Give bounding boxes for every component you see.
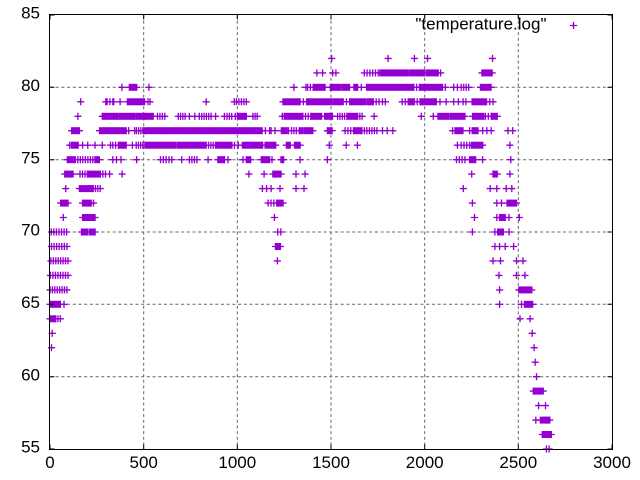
svg-text:80: 80 <box>21 76 40 95</box>
svg-text:70: 70 <box>21 221 40 240</box>
svg-text:55: 55 <box>21 438 40 457</box>
svg-text:3000: 3000 <box>593 453 631 472</box>
svg-text:2500: 2500 <box>499 453 537 472</box>
svg-text:75: 75 <box>21 148 40 167</box>
svg-text:60: 60 <box>21 365 40 384</box>
svg-text:500: 500 <box>130 453 158 472</box>
svg-text:1000: 1000 <box>218 453 256 472</box>
svg-text:0: 0 <box>45 453 54 472</box>
svg-text:65: 65 <box>21 293 40 312</box>
svg-text:85: 85 <box>21 4 40 23</box>
svg-text:1500: 1500 <box>312 453 350 472</box>
svg-text:"temperature.log": "temperature.log" <box>415 15 546 34</box>
svg-text:2000: 2000 <box>406 453 444 472</box>
